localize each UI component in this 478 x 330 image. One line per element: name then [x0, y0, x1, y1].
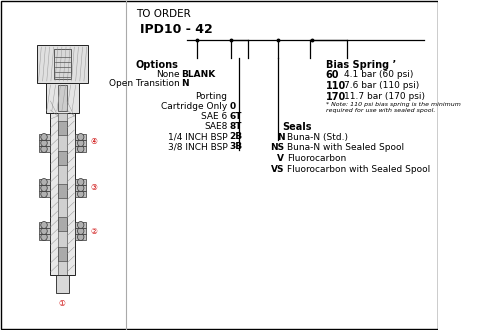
Bar — [39, 228, 50, 234]
Bar — [75, 228, 86, 234]
Bar — [75, 134, 86, 140]
Bar — [58, 151, 67, 165]
Bar — [39, 234, 50, 240]
Bar — [39, 140, 50, 146]
Text: ④: ④ — [90, 137, 97, 146]
Text: Seals: Seals — [282, 122, 312, 132]
Bar — [46, 83, 79, 113]
Text: 3/8 INCH BSP: 3/8 INCH BSP — [168, 142, 228, 151]
Text: Fluorocarbon with Sealed Spool: Fluorocarbon with Sealed Spool — [287, 164, 430, 174]
Text: SAE8: SAE8 — [204, 122, 228, 131]
Circle shape — [41, 234, 47, 241]
Text: ①: ① — [59, 299, 66, 308]
Circle shape — [41, 179, 47, 185]
Circle shape — [77, 227, 84, 235]
Bar — [39, 134, 50, 140]
Text: Bias Spring ’: Bias Spring ’ — [326, 60, 396, 70]
Circle shape — [77, 134, 84, 141]
Text: N: N — [182, 79, 189, 88]
Circle shape — [77, 140, 84, 147]
Text: V: V — [277, 154, 284, 163]
Text: 3B: 3B — [229, 142, 242, 151]
Text: 6T: 6T — [229, 112, 242, 121]
Bar — [58, 85, 67, 111]
Bar — [39, 222, 50, 228]
Text: 4.1 bar (60 psi): 4.1 bar (60 psi) — [344, 70, 413, 79]
Circle shape — [77, 234, 84, 241]
Text: Fluorocarbon: Fluorocarbon — [287, 154, 347, 163]
Text: ②: ② — [90, 226, 97, 236]
Bar — [75, 146, 86, 152]
Circle shape — [41, 184, 47, 191]
Text: Buna-N with Sealed Spool: Buna-N with Sealed Spool — [287, 144, 404, 152]
Text: Cartridge Only: Cartridge Only — [161, 102, 228, 111]
Bar — [58, 247, 67, 261]
Text: SAE 6: SAE 6 — [201, 112, 228, 121]
Text: 8T: 8T — [229, 122, 242, 131]
Text: None: None — [156, 70, 180, 79]
Circle shape — [41, 221, 47, 228]
Text: N: N — [277, 133, 284, 142]
Text: BLANK: BLANK — [182, 70, 216, 79]
Bar — [39, 185, 50, 191]
Bar — [50, 113, 75, 275]
Text: 11.7 bar (170 psi): 11.7 bar (170 psi) — [344, 92, 425, 101]
Circle shape — [41, 140, 47, 147]
Text: IPD10 - 42: IPD10 - 42 — [141, 23, 213, 36]
Text: Porting: Porting — [196, 92, 228, 101]
Bar — [58, 121, 67, 135]
Text: 170: 170 — [326, 92, 346, 102]
Bar — [75, 140, 86, 146]
Circle shape — [77, 179, 84, 185]
Bar — [39, 179, 50, 185]
Bar — [75, 191, 86, 197]
Bar — [56, 275, 69, 293]
Bar — [58, 113, 67, 275]
Text: Options: Options — [136, 60, 179, 70]
Text: 60: 60 — [326, 70, 339, 80]
Bar — [58, 217, 67, 231]
Bar — [75, 179, 86, 185]
Text: ③: ③ — [90, 183, 97, 192]
Text: TO ORDER: TO ORDER — [136, 9, 191, 19]
Bar — [75, 185, 86, 191]
Text: * Note: 110 psi bias spring is the minimum: * Note: 110 psi bias spring is the minim… — [326, 102, 460, 107]
Text: required for use with sealed spool.: required for use with sealed spool. — [326, 108, 435, 113]
Text: 2B: 2B — [229, 132, 242, 141]
Text: 110: 110 — [326, 81, 346, 91]
Bar — [39, 146, 50, 152]
Bar — [39, 191, 50, 197]
Text: 0: 0 — [229, 102, 236, 111]
Text: VS: VS — [271, 164, 284, 174]
Text: Buna-N (Std.): Buna-N (Std.) — [287, 133, 348, 142]
Text: 7.6 bar (110 psi): 7.6 bar (110 psi) — [344, 81, 419, 90]
Text: NS: NS — [270, 144, 284, 152]
Text: Open Transition: Open Transition — [109, 79, 180, 88]
Circle shape — [41, 134, 47, 141]
Circle shape — [41, 227, 47, 235]
Circle shape — [41, 190, 47, 197]
Bar — [37, 45, 88, 83]
Text: 1/4 INCH BSP: 1/4 INCH BSP — [168, 132, 228, 141]
Circle shape — [41, 146, 47, 152]
Bar — [54, 49, 71, 79]
Circle shape — [77, 190, 84, 197]
Bar — [75, 222, 86, 228]
Bar — [75, 234, 86, 240]
Circle shape — [77, 184, 84, 191]
Circle shape — [77, 146, 84, 152]
Circle shape — [77, 221, 84, 228]
Bar — [58, 184, 67, 198]
